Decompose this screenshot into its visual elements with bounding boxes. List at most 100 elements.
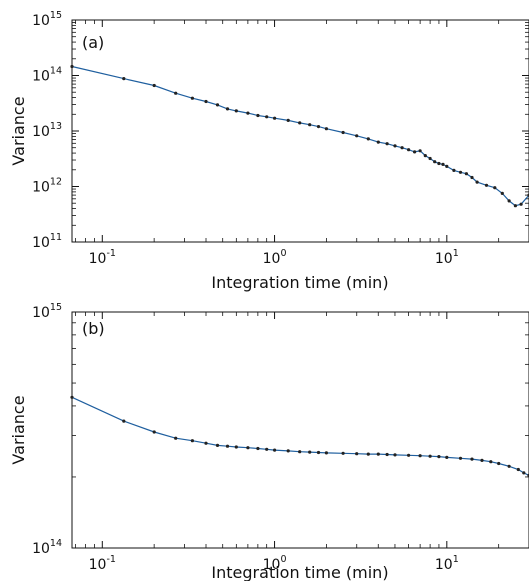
data-point	[341, 451, 345, 455]
data-point	[341, 130, 345, 135]
data-point	[393, 453, 397, 457]
data-point	[256, 446, 260, 451]
data-point	[70, 395, 74, 399]
data-point	[376, 140, 380, 144]
data-point	[418, 149, 422, 153]
data-point	[215, 103, 220, 107]
y-axis-title: Variance	[9, 395, 28, 464]
data-point	[458, 456, 463, 460]
data-point	[464, 172, 468, 176]
data-point	[507, 464, 511, 468]
data-point	[215, 443, 220, 447]
data-point	[234, 109, 238, 113]
x-tick-label: 101	[435, 554, 459, 573]
data-point	[407, 148, 411, 152]
data-point	[234, 445, 238, 449]
data-point	[433, 160, 437, 164]
data-point	[475, 180, 479, 184]
data-point	[516, 467, 520, 472]
y-tick-label: 1013	[32, 121, 62, 140]
data-point	[286, 449, 290, 453]
axis-ticks: 10-1 100 101 1011 1012 1013 1014 1015	[32, 10, 529, 267]
x-tick-label: 100	[263, 248, 287, 267]
data-series	[70, 395, 529, 477]
panel-label: (b)	[82, 319, 105, 338]
data-point	[445, 164, 449, 168]
y-tick-label: 1014	[32, 66, 62, 85]
data-point	[445, 455, 449, 459]
x-tick-label: 10-1	[89, 554, 116, 573]
data-point	[393, 144, 397, 148]
data-point	[298, 450, 302, 454]
data-point	[423, 154, 427, 158]
panel-b: (b) Integration time (min) Variance 10-1…	[9, 302, 529, 581]
data-point	[385, 142, 389, 146]
data-point	[484, 183, 489, 187]
data-point	[122, 419, 126, 423]
data-point	[122, 77, 126, 81]
data-point	[513, 204, 518, 208]
data-point	[441, 162, 445, 166]
data-point	[190, 96, 194, 100]
data-point	[70, 64, 74, 69]
data-point	[470, 457, 474, 461]
data-point	[428, 156, 432, 161]
data-point	[246, 446, 250, 450]
x-axis-title: Integration time (min)	[211, 273, 388, 292]
data-point	[308, 450, 312, 454]
data-point	[480, 458, 484, 462]
data-point	[400, 146, 404, 150]
data-point	[428, 454, 432, 458]
data-point	[452, 168, 456, 172]
data-point	[519, 202, 523, 206]
plot-frame	[71, 311, 529, 549]
data-point	[256, 113, 260, 118]
data-point	[493, 186, 497, 190]
data-point	[225, 107, 230, 111]
data-point	[152, 83, 156, 88]
y-tick-label: 1011	[32, 232, 62, 251]
data-point	[437, 161, 441, 166]
y-tick-label: 1015	[32, 10, 62, 29]
data-point	[366, 137, 370, 141]
plot-frame	[71, 19, 529, 243]
data-point	[324, 451, 328, 455]
data-point	[355, 452, 359, 456]
y-tick-label: 1014	[32, 538, 62, 557]
data-point	[489, 460, 493, 464]
data-point	[308, 123, 312, 127]
y-tick-label: 1015	[32, 302, 62, 321]
data-point	[174, 91, 178, 95]
data-point	[324, 127, 328, 131]
panel-label: (a)	[82, 33, 104, 52]
panel-a: (a) Integration time (min) Variance 10-1…	[9, 10, 529, 292]
data-point	[497, 461, 501, 466]
data-point	[376, 452, 380, 456]
data-point	[246, 111, 250, 115]
data-point	[413, 150, 417, 154]
x-tick-label: 10-1	[89, 248, 116, 267]
data-series	[70, 64, 529, 208]
y-tick-label: 1012	[32, 177, 62, 196]
data-point	[407, 453, 411, 457]
data-point	[190, 439, 194, 443]
data-point	[273, 448, 277, 452]
axis-ticks: 10-1 100 101 1014 1015	[32, 302, 529, 573]
data-point	[265, 115, 269, 119]
data-point	[273, 116, 277, 120]
x-tick-label: 101	[435, 248, 459, 267]
data-point	[225, 444, 230, 448]
data-point	[385, 452, 389, 457]
x-axis-title: Integration time (min)	[211, 563, 388, 581]
data-point	[298, 121, 302, 125]
data-point	[265, 447, 269, 451]
data-point	[316, 125, 321, 129]
data-point	[204, 441, 208, 445]
data-point	[437, 455, 441, 459]
data-point	[174, 436, 178, 440]
y-axis-title: Variance	[9, 96, 28, 165]
data-point	[458, 170, 463, 174]
data-point	[355, 134, 359, 138]
data-point	[470, 175, 474, 180]
